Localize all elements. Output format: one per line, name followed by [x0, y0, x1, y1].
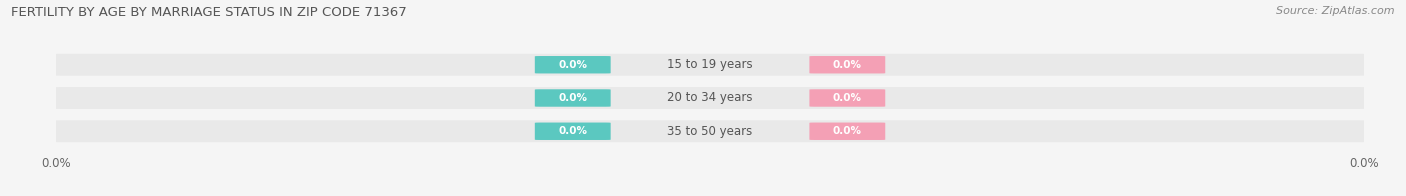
- Text: 0.0%: 0.0%: [558, 93, 588, 103]
- Text: FERTILITY BY AGE BY MARRIAGE STATUS IN ZIP CODE 71367: FERTILITY BY AGE BY MARRIAGE STATUS IN Z…: [11, 6, 406, 19]
- Text: Source: ZipAtlas.com: Source: ZipAtlas.com: [1277, 6, 1395, 16]
- Text: 15 to 19 years: 15 to 19 years: [668, 58, 752, 71]
- FancyBboxPatch shape: [49, 120, 1371, 142]
- Text: 0.0%: 0.0%: [832, 126, 862, 136]
- FancyBboxPatch shape: [49, 54, 1371, 76]
- FancyBboxPatch shape: [534, 89, 610, 107]
- Text: 0.0%: 0.0%: [558, 126, 588, 136]
- FancyBboxPatch shape: [810, 56, 886, 74]
- FancyBboxPatch shape: [534, 122, 610, 140]
- Text: 20 to 34 years: 20 to 34 years: [668, 92, 752, 104]
- Text: 0.0%: 0.0%: [558, 60, 588, 70]
- Text: 0.0%: 0.0%: [832, 93, 862, 103]
- Text: 35 to 50 years: 35 to 50 years: [668, 125, 752, 138]
- Text: 0.0%: 0.0%: [832, 60, 862, 70]
- FancyBboxPatch shape: [534, 56, 610, 74]
- FancyBboxPatch shape: [49, 87, 1371, 109]
- FancyBboxPatch shape: [810, 89, 886, 107]
- FancyBboxPatch shape: [810, 122, 886, 140]
